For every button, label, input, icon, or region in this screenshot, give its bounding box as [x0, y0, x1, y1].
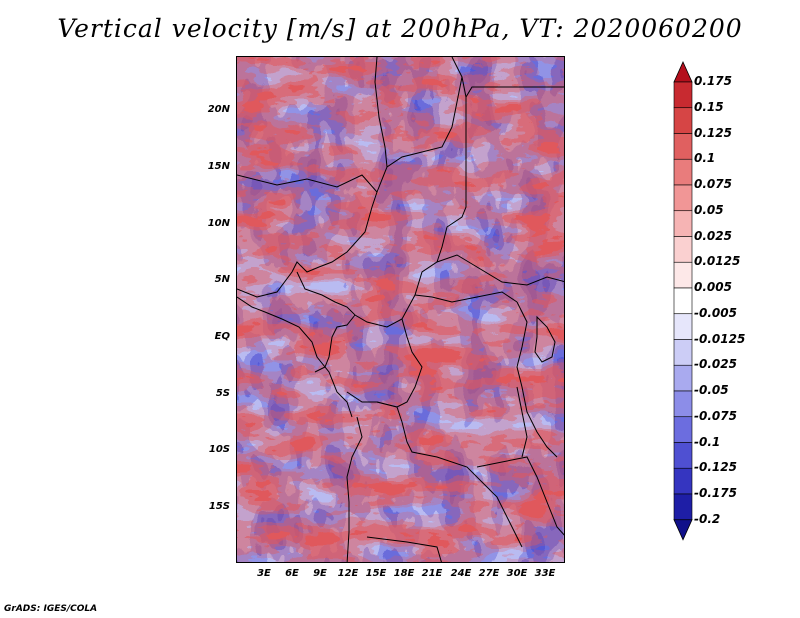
velocity-field [237, 57, 564, 562]
colorbar-swatch [673, 467, 693, 495]
lat-label-5s: 5S [215, 388, 230, 399]
colorbar-swatch [673, 81, 693, 109]
colorbar-label: -0.2 [694, 511, 721, 526]
lon-label-18e: 18E [393, 568, 415, 579]
map-title: Vertical velocity [m/s] at 200hPa, VT: 2… [57, 14, 743, 43]
colorbar-label: 0.1 [694, 151, 716, 166]
colorbar-label: -0.1 [694, 434, 721, 449]
colorbar-label: -0.005 [694, 305, 737, 320]
colorbar-label: -0.175 [694, 486, 737, 500]
colorbar-label: 0.005 [694, 280, 732, 294]
colorbar-top-arrow [673, 61, 693, 83]
colorbar-swatch [673, 236, 693, 263]
colorbar-swatch [673, 133, 693, 160]
colorbar-label: -0.125 [694, 460, 737, 475]
lat-label-eq: EQ [214, 331, 230, 342]
colorbar-swatch [673, 210, 693, 237]
colorbar-swatch [673, 390, 693, 418]
lon-label-33e: 33E [534, 568, 556, 579]
colorbar-swatch [673, 261, 693, 289]
colorbar-label: 0.15 [694, 99, 724, 114]
country-borders [237, 57, 564, 562]
colorbar-swatch [673, 493, 693, 521]
colorbar-swatch [673, 416, 693, 443]
colorbar-swatch [673, 158, 693, 186]
colorbar-swatch [673, 339, 693, 366]
colorbar-label: -0.075 [694, 408, 737, 423]
colorbar-swatch [673, 107, 693, 134]
colorbar-label: 0.025 [694, 228, 732, 243]
lat-label-20n: 20N [207, 104, 230, 115]
lat-label-5n: 5N [214, 274, 230, 285]
colorbar-swatch [673, 184, 693, 212]
lon-label-24e: 24E [450, 568, 472, 579]
colorbar-label: 0.0125 [694, 254, 741, 269]
lon-label-27e: 27E [478, 568, 500, 579]
lon-label-12e: 12E [337, 568, 359, 579]
grads-credit: GrADS: IGES/COLA [4, 604, 98, 614]
colorbar-swatch [673, 313, 693, 340]
lat-label-10n: 10N [207, 218, 230, 229]
lon-label-21e: 21E [421, 568, 443, 579]
colorbar-label: 0.075 [694, 177, 732, 191]
colorbar-label: -0.0125 [694, 331, 746, 346]
map-plot-area [236, 56, 565, 563]
lon-label-30e: 30E [506, 568, 528, 579]
colorbar-swatch [673, 364, 693, 392]
colorbar-label: -0.025 [694, 357, 737, 372]
colorbar [673, 61, 693, 541]
lat-label-15s: 15S [208, 501, 230, 512]
lat-label-15n: 15N [207, 161, 230, 172]
colorbar-label: -0.05 [694, 383, 729, 397]
lon-label-15e: 15E [365, 568, 387, 579]
colorbar-swatch [673, 287, 693, 315]
colorbar-label: 0.175 [694, 74, 732, 88]
lat-label-10s: 10S [208, 444, 230, 455]
colorbar-bottom-arrow [673, 519, 693, 541]
lon-label-9e: 9E [313, 568, 327, 579]
colorbar-label: 0.125 [694, 125, 732, 140]
lon-label-3e: 3E [257, 568, 271, 579]
lon-label-6e: 6E [285, 568, 299, 579]
colorbar-swatch [673, 442, 693, 469]
colorbar-label: 0.05 [694, 202, 724, 217]
